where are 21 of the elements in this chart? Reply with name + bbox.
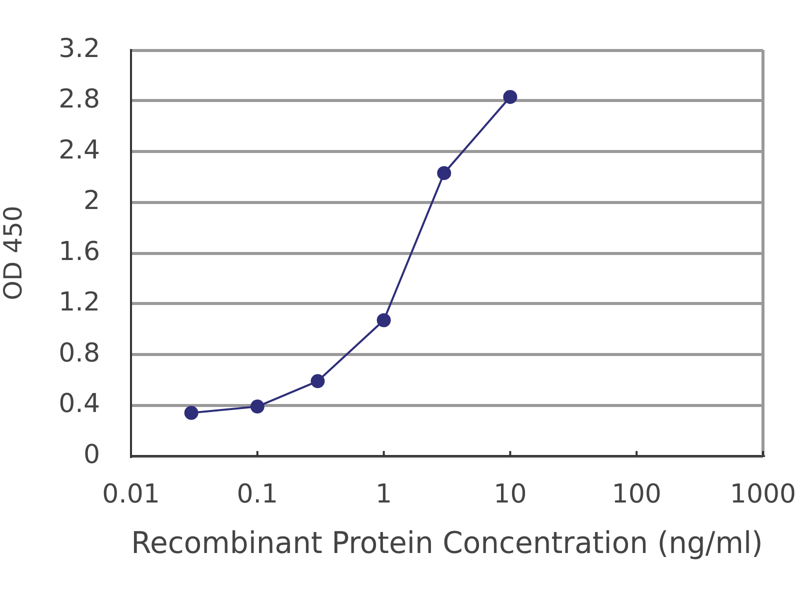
x-tick-label: 10 (494, 479, 527, 510)
y-axis-title: OD 450 (0, 206, 28, 300)
y-tick-label: 0.8 (58, 338, 100, 368)
point (310, 374, 325, 388)
x-tick-label: 0.1 (236, 479, 278, 510)
y-tick-label: 0.4 (58, 389, 100, 419)
x-tick-label: 1000 (730, 479, 796, 510)
y-tick-label: 2.8 (58, 84, 100, 114)
y-tick-label: 0 (83, 440, 100, 470)
y-tick-label: 1.2 (58, 288, 100, 318)
x-axis-title: Recombinant Protein Concentration (ng/ml) (131, 525, 763, 560)
y-tick-label: 3.2 (58, 34, 100, 64)
y-tick-label: 2.4 (58, 135, 100, 166)
point (184, 406, 198, 420)
x-tick-label: 0.01 (102, 479, 160, 510)
point (503, 90, 518, 104)
y-tick-label: 1.6 (58, 236, 100, 267)
x-tick-label: 1 (376, 479, 392, 510)
point (376, 313, 391, 328)
x-tick-label: 100 (612, 479, 662, 510)
y-tick-label: 2 (83, 186, 100, 216)
